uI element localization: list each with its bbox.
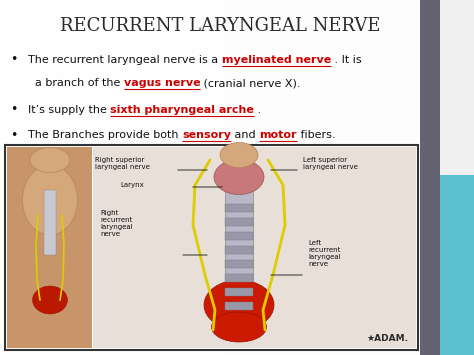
Text: . It is: . It is xyxy=(331,55,362,65)
Text: ★ADAM.: ★ADAM. xyxy=(366,334,408,343)
Text: sixth pharyngeal arche: sixth pharyngeal arche xyxy=(110,105,254,115)
Bar xyxy=(5,145,418,350)
Text: .: . xyxy=(254,105,261,115)
Bar xyxy=(225,218,253,226)
Text: Right superior
laryngeal nerve: Right superior laryngeal nerve xyxy=(95,157,150,170)
Text: •: • xyxy=(10,54,18,66)
Text: Right
recurrent
laryngeal
nerve: Right recurrent laryngeal nerve xyxy=(100,210,133,237)
Bar xyxy=(225,185,253,315)
Ellipse shape xyxy=(220,142,258,168)
Bar xyxy=(7,147,92,348)
Bar xyxy=(225,288,253,296)
Bar xyxy=(225,260,253,268)
Ellipse shape xyxy=(204,280,274,330)
Text: RECURRENT LARYNGEAL NERVE: RECURRENT LARYNGEAL NERVE xyxy=(60,17,380,35)
Text: •: • xyxy=(10,129,18,142)
Ellipse shape xyxy=(30,147,70,173)
Ellipse shape xyxy=(22,165,78,235)
Bar xyxy=(225,246,253,254)
Text: Larynx: Larynx xyxy=(120,182,144,188)
Bar xyxy=(225,274,253,282)
Text: a branch of the: a branch of the xyxy=(28,78,124,88)
Text: The Branches provide both: The Branches provide both xyxy=(28,130,182,140)
Text: Left
recurrent
laryngeal
nerve: Left recurrent laryngeal nerve xyxy=(308,240,341,267)
Text: The recurrent laryngeal nerve is a: The recurrent laryngeal nerve is a xyxy=(28,55,222,65)
Bar xyxy=(225,204,253,212)
Text: Left superior
laryngeal nerve: Left superior laryngeal nerve xyxy=(303,157,358,170)
Bar xyxy=(420,0,440,355)
Bar xyxy=(44,190,56,255)
Bar xyxy=(225,302,253,310)
Text: vagus nerve: vagus nerve xyxy=(124,78,201,88)
Bar xyxy=(93,147,416,348)
Ellipse shape xyxy=(214,159,264,195)
Ellipse shape xyxy=(211,312,266,342)
Text: sensory: sensory xyxy=(182,130,231,140)
Text: and: and xyxy=(231,130,259,140)
Text: (cranial nerve X).: (cranial nerve X). xyxy=(201,78,301,88)
Text: •: • xyxy=(10,104,18,116)
Text: It’s supply the: It’s supply the xyxy=(28,105,110,115)
Text: myelinated nerve: myelinated nerve xyxy=(222,55,331,65)
Text: fibers.: fibers. xyxy=(297,130,335,140)
Text: motor: motor xyxy=(259,130,297,140)
Bar xyxy=(225,232,253,240)
Bar xyxy=(440,175,474,355)
Ellipse shape xyxy=(33,286,67,314)
